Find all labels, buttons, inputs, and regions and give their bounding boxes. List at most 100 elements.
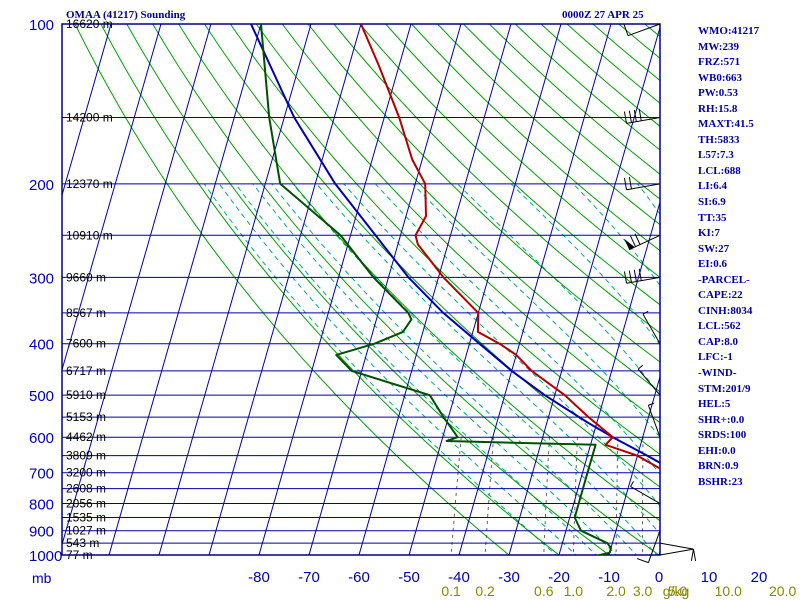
height-label: 543 m <box>66 536 99 550</box>
isotherm-line <box>408 24 562 555</box>
barb-half-flag <box>642 310 649 315</box>
pressure-tick-label: 800 <box>29 497 54 514</box>
mixing-ratio-line <box>642 437 644 555</box>
pressure-tick-label: 100 <box>29 17 54 34</box>
stat-item: PW:0.53 <box>698 87 739 100</box>
isotherm-line <box>62 24 212 547</box>
stat-item: EHI:0.0 <box>698 444 736 457</box>
stat-item: LI:6.4 <box>698 180 728 193</box>
dry-adiabat-line <box>385 24 660 279</box>
stability-indices-panel: WMO:41217 MW:239 FRZ:571 WB0:663 PW:0.53 RH:1… <box>698 24 798 490</box>
barb-shaft <box>630 486 661 504</box>
barb-flag <box>623 271 628 284</box>
pressure-tick-label: 700 <box>29 466 54 483</box>
valid-time: 0000Z 27 APR 25 <box>562 9 644 21</box>
mixing-ratio-label: 1.0 <box>564 583 584 599</box>
barb-shaft <box>637 368 661 396</box>
height-label: 4462 m <box>66 430 106 444</box>
stat-item: BRN:0.9 <box>698 460 739 473</box>
moist-adiabat-line <box>203 183 557 555</box>
height-label: 7600 m <box>66 337 106 351</box>
sounding-profiles <box>250 24 660 555</box>
stat-item: RH:15.8 <box>698 102 738 115</box>
plot-frame <box>61 23 661 556</box>
stat-item: WMO:41217 <box>698 25 760 37</box>
barb-flag <box>628 110 632 123</box>
pressure-tick-label: 500 <box>29 388 54 405</box>
barb-shaft <box>659 542 694 550</box>
mixing-ratio-label: 3.0 <box>633 583 653 599</box>
temperature-tick-label: 0 <box>655 569 663 586</box>
dry-adiabat-line <box>74 24 510 555</box>
stat-item: TT:35 <box>698 211 727 224</box>
stat-item: LCL:562 <box>698 320 741 333</box>
barb-shaft <box>642 313 661 344</box>
dry-adiabat-line <box>411 24 660 252</box>
barb-flag <box>690 548 694 561</box>
wind-barb <box>623 23 661 37</box>
temperature-tick-label: -40 <box>448 569 470 586</box>
dry-adiabat-line <box>178 24 660 522</box>
stat-item: MW:239 <box>698 40 739 53</box>
wind-barb <box>642 310 661 344</box>
isotherm-lines <box>62 24 660 555</box>
isotherm-line <box>558 200 660 555</box>
temperature-tick-label: -80 <box>248 569 270 586</box>
barb-flag <box>638 108 642 121</box>
stat-item: MAXT:41.5 <box>698 118 754 131</box>
barb-shaft <box>626 117 661 124</box>
stat-item: FRZ:571 <box>698 56 741 69</box>
dry-adiabat-line <box>204 24 660 488</box>
isotherm-line <box>458 24 612 555</box>
wind-barb <box>623 176 661 191</box>
moist-adiabat-line <box>235 183 597 555</box>
moist-adiabat-line <box>343 183 660 507</box>
temperature-tick-label: 10 <box>701 569 718 586</box>
barb-flag <box>633 269 637 282</box>
pressure-tick-label: 600 <box>29 430 54 447</box>
isotherm-line <box>608 375 660 555</box>
moist-adiabat-line <box>412 183 660 439</box>
isotherm-line <box>258 24 412 555</box>
stat-item: SRDS:100 <box>698 429 747 442</box>
moist-adiabat-line <box>252 183 617 555</box>
height-label: 5910 m <box>66 388 106 402</box>
height-label: 9660 m <box>66 270 106 284</box>
mixing-ratio-label: 10.0 <box>715 583 742 599</box>
temperature-tick-label: 20 <box>751 569 768 586</box>
barb-flag <box>692 549 697 562</box>
barb-flag <box>623 24 629 36</box>
barb-flag <box>630 235 636 247</box>
temperature-tick-label: -70 <box>298 569 320 586</box>
moist-adiabat-line <box>218 183 577 555</box>
isotherm-line <box>358 24 512 555</box>
stat-item: SHR+:0.0 <box>698 413 745 426</box>
dry-adiabat-lines <box>74 24 660 555</box>
barb-shaft <box>626 183 661 191</box>
height-label: 3200 m <box>66 466 106 480</box>
dry-adiabat-line <box>255 24 660 424</box>
parcel-trace <box>250 24 660 464</box>
stat-item: KI:7 <box>698 227 720 240</box>
stat-item: BSHR:23 <box>698 475 743 488</box>
stat-item: -WIND- <box>698 367 737 380</box>
temperature-tick-label: -60 <box>348 569 370 586</box>
height-label: 1535 m <box>66 511 106 525</box>
pressure-tick-label: 1000 <box>29 548 62 565</box>
isotherm-line <box>108 24 262 555</box>
moist-adiabat-line <box>375 183 660 475</box>
stat-item: SW:27 <box>698 242 730 255</box>
barb-shaft <box>659 548 694 556</box>
barb-shaft <box>647 405 661 438</box>
moist-adiabat-line <box>271 183 637 555</box>
pressure-tick-label: 400 <box>29 337 54 354</box>
stat-item: -PARCEL- <box>698 273 750 286</box>
height-label: 12370 m <box>66 177 113 191</box>
dry-adiabat-line <box>307 24 660 363</box>
stat-item: CAP:8.0 <box>698 335 739 348</box>
height-label: 8567 m <box>66 306 106 320</box>
wind-barb <box>659 548 697 562</box>
temperature-trace <box>360 24 660 470</box>
